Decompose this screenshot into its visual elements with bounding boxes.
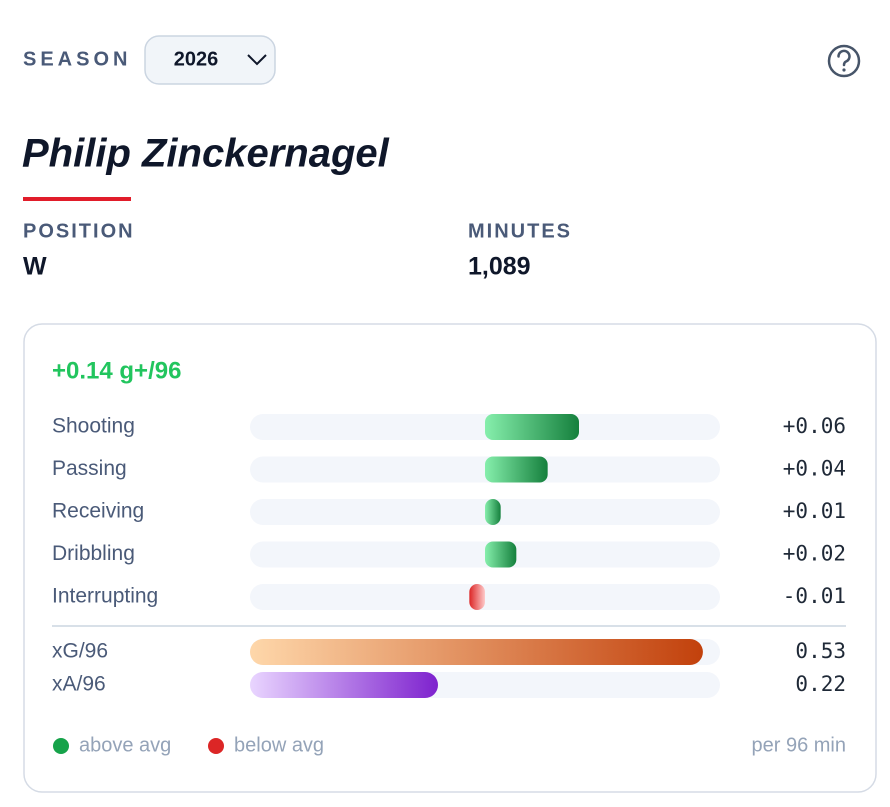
legend-dot-above <box>53 738 69 754</box>
row-value: -0.01 <box>783 584 846 608</box>
row-label: xA/96 <box>52 673 106 696</box>
position-value: W <box>23 253 47 281</box>
bar <box>250 639 703 665</box>
season-label: SEASON <box>23 48 131 70</box>
bar <box>250 672 438 698</box>
row-label: Passing <box>52 457 127 480</box>
minutes-value: 1,089 <box>468 253 531 281</box>
row-value: +0.06 <box>783 414 846 438</box>
chevron <box>247 54 267 66</box>
player-name: Philip Zinckernagel <box>22 132 390 176</box>
minutes-label: MINUTES <box>468 220 572 242</box>
row-value: +0.04 <box>783 457 846 481</box>
row-label: Interrupting <box>52 585 158 608</box>
position-label: POSITION <box>23 220 135 242</box>
legend-below: below avg <box>234 734 324 756</box>
row-value: +0.02 <box>783 542 846 566</box>
row-label: Dribbling <box>52 542 135 565</box>
season-select[interactable] <box>144 35 276 85</box>
bar <box>485 414 579 440</box>
total-value: +0.14 g+/96 <box>52 357 181 384</box>
row-value: 0.22 <box>795 672 846 696</box>
legend-dot-below <box>208 738 224 754</box>
bar <box>469 584 485 610</box>
row-value: +0.01 <box>783 499 846 523</box>
bar <box>485 541 517 568</box>
row-label: xG/96 <box>52 640 108 663</box>
legend-above: above avg <box>79 734 171 756</box>
bar <box>485 499 501 525</box>
legend-unit: per 96 min <box>752 734 847 756</box>
help-button[interactable] <box>827 44 861 78</box>
name-underline <box>23 197 131 201</box>
row-label: Shooting <box>52 415 135 438</box>
bar <box>485 456 548 483</box>
row-label: Receiving <box>52 500 144 523</box>
season-value[interactable]: 2026 <box>174 48 219 70</box>
row-value: 0.53 <box>795 639 846 663</box>
